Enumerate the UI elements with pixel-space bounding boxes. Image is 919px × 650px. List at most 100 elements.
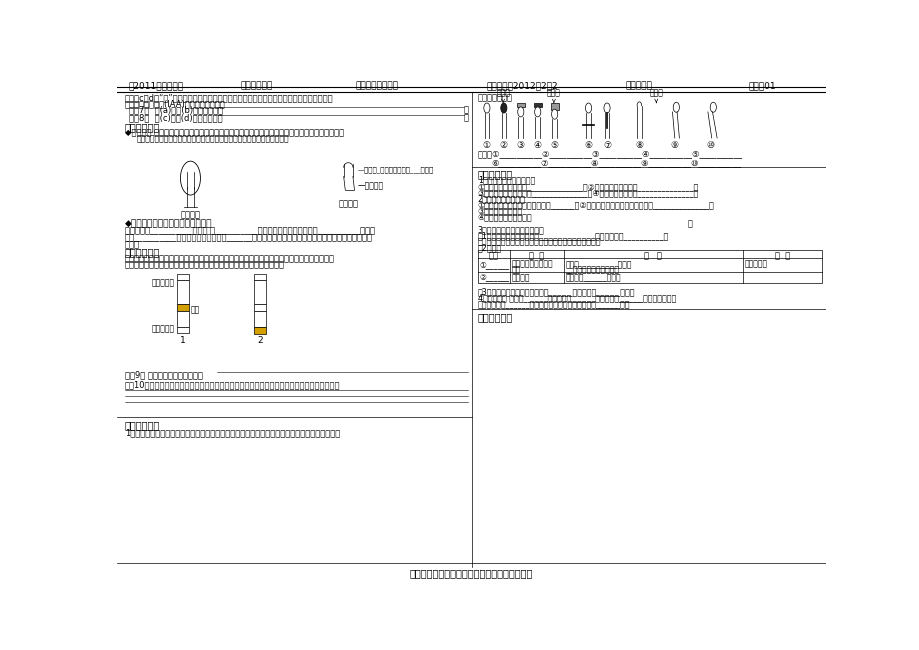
Text: ⑨: ⑨ bbox=[670, 141, 678, 150]
Text: 编号：01: 编号：01 bbox=[748, 81, 776, 90]
Bar bbox=[254, 311, 266, 328]
Text: 问题9、 以上实验设计是否严密？: 问题9、 以上实验设计是否严密？ bbox=[125, 370, 203, 380]
Text: 1、胚芽鞘的几个关键部位: 1、胚芽鞘的几个关键部位 bbox=[477, 176, 534, 185]
Text: 。: 。 bbox=[463, 113, 469, 122]
Text: ②: ② bbox=[499, 141, 507, 150]
Text: 特   点: 特 点 bbox=[643, 252, 662, 260]
Text: 芽鞘__________一侧的生长素含量多于______一侧，因而引起两侧的生长不均匀，从而造成向光弯曲: 芽鞘__________一侧的生长素含量多于______一侧，因而引起两侧的生长… bbox=[125, 233, 372, 242]
Text: 【学习小结】: 【学习小结】 bbox=[477, 170, 513, 179]
Ellipse shape bbox=[584, 103, 591, 113]
Text: 方式: 方式 bbox=[488, 252, 498, 260]
Text: 【相关链接】: 【相关链接】 bbox=[125, 248, 160, 257]
Text: ②______: ②______ bbox=[479, 274, 509, 283]
Text: ③发生横向运输的部位是______________。④发生弯曲的部位是______________。: ③发生横向运输的部位是______________。④发生弯曲的部位是_____… bbox=[477, 188, 698, 197]
Text: （2）运输: （2）运输 bbox=[477, 244, 501, 253]
Text: 结果：①__________②__________③__________④__________⑤__________: 结果：①__________②__________③__________④___… bbox=[477, 149, 742, 158]
Text: ⑦: ⑦ bbox=[602, 141, 610, 150]
Text: ◆实际应用：解释向光性产生的原因: ◆实际应用：解释向光性产生的原因 bbox=[125, 219, 212, 228]
Text: ①感受光刺激的部位是______________。②产生生长素的部位是______________。: ①感受光刺激的部位是______________。②产生生长素的部位是_____… bbox=[477, 182, 698, 191]
Bar bbox=[254, 304, 266, 311]
Text: —尖端以下: —尖端以下 bbox=[357, 181, 383, 190]
Bar bbox=[533, 103, 541, 107]
Text: 部  位: 部 位 bbox=[528, 252, 544, 260]
Text: 生长。: 生长。 bbox=[125, 240, 140, 250]
Text: 3、生长素的产生、运输和分布: 3、生长素的产生、运输和分布 bbox=[477, 225, 544, 234]
Text: 形态学上端: 形态学上端 bbox=[152, 278, 175, 287]
Text: 云母片: 云母片 bbox=[649, 88, 663, 103]
Ellipse shape bbox=[500, 103, 506, 113]
Ellipse shape bbox=[603, 103, 609, 113]
Ellipse shape bbox=[673, 102, 678, 112]
Text: 注：成熟的叶片和根尖虽然也产生生长素，但是数量很少。: 注：成熟的叶片和根尖虽然也产生生长素，但是数量很少。 bbox=[477, 237, 600, 246]
Text: ⑧: ⑧ bbox=[635, 141, 642, 150]
Text: 可以通过______动输。: 可以通过______动输。 bbox=[565, 274, 620, 283]
Text: 2: 2 bbox=[256, 336, 262, 345]
Ellipse shape bbox=[483, 103, 490, 113]
Text: 插活草: 插活草 bbox=[495, 88, 509, 103]
Bar bbox=[176, 274, 188, 280]
Text: 【学后反思】: 【学后反思】 bbox=[477, 312, 513, 322]
Text: 问题7、  图(a)和图(b)说明了什么？: 问题7、 图(a)和图(b)说明了什么？ bbox=[129, 106, 222, 114]
Text: 左侧光照: 左侧光照 bbox=[338, 200, 357, 209]
Text: 材料四、在胚芽鞘中生长素只能从形态学上端运输到形态学下端，而不能反过来运输，也就是单: 材料四、在胚芽鞘中生长素只能从形态学上端运输到形态学下端，而不能反过来运输，也就… bbox=[125, 254, 335, 263]
Bar bbox=[550, 103, 558, 110]
Text: 1、下列情况下一段时间后胚芽鞘的生长情况（都是左侧单侧光照射；生长素可透过琼脂块而不能: 1、下列情况下一段时间后胚芽鞘的生长情况（都是左侧单侧光照射；生长素可透过琼脂块… bbox=[125, 428, 340, 437]
Text: 2、植物向光性的原因: 2、植物向光性的原因 bbox=[477, 194, 525, 203]
Text: 【自我诊断】: 【自我诊断】 bbox=[125, 421, 160, 431]
Text: ①生长素的产生与光有没有关系？______。②生长素的分布与光有没有关系？______________。: ①生长素的产生与光有没有关系？______。②生长素的分布与光有没有关系？___… bbox=[477, 200, 714, 209]
Bar bbox=[477, 250, 821, 283]
Bar bbox=[176, 311, 188, 328]
Text: 使用日期：: 使用日期： bbox=[625, 81, 652, 90]
Text: 块收集到的生长素(IAA)的量）。请回答：: 块收集到的生长素(IAA)的量）。请回答： bbox=[125, 99, 225, 109]
Text: 运输方式：: 运输方式： bbox=[744, 260, 767, 268]
Text: （1）产生：主要合成部位是______________；合成原料：__________，: （1）产生：主要合成部位是______________；合成原料：_______… bbox=[477, 231, 668, 240]
Text: 【深化思维】: 【深化思维】 bbox=[125, 122, 160, 132]
Text: （图中c、d用“一”表示生长素不能透过的薄玻璃片将胚芽鞘分割；琼脂下方的数字表示琼脂: （图中c、d用“一”表示生长素不能透过的薄玻璃片将胚芽鞘分割；琼脂下方的数字表示… bbox=[125, 94, 334, 103]
Text: 结果: 结果 bbox=[190, 305, 199, 314]
Bar bbox=[254, 274, 266, 280]
Text: 方向运输，称为极性运输。有人设计了如下实验证明生长素的极性运输：: 方向运输，称为极性运输。有人设计了如下实验证明生长素的极性运输： bbox=[125, 261, 285, 270]
Text: ⑤: ⑤ bbox=[550, 141, 558, 150]
Ellipse shape bbox=[709, 102, 716, 112]
Text: __，而不能反过来运输。: __，而不能反过来运输。 bbox=[565, 265, 618, 274]
Text: 1: 1 bbox=[180, 336, 186, 345]
Text: 问题10、如果要验证生长素确实为极性运输，应该对上述方案如何改进？（画图或者文字说明）: 问题10、如果要验证生长素确实为极性运输，应该对上述方案如何改进？（画图或者文字… bbox=[125, 381, 340, 389]
Text: 。: 。 bbox=[477, 219, 692, 228]
Text: （3）分布：生长素的分布集中在______的部分，如______等处。: （3）分布：生长素的分布集中在______的部分，如______等处。 bbox=[477, 287, 634, 296]
Text: 4、植物激素 由植物______产生，使从______部位运送到______部位，对植物的: 4、植物激素 由植物______产生，使从______部位运送到______部位… bbox=[477, 294, 675, 303]
Text: 形态学下端: 形态学下端 bbox=[152, 324, 175, 333]
Text: ③: ③ bbox=[516, 141, 524, 150]
Ellipse shape bbox=[517, 107, 523, 117]
Text: ⑥__________⑦__________⑧__________⑨__________⑩__________: ⑥__________⑦__________⑧__________⑨______… bbox=[491, 158, 741, 167]
Bar bbox=[176, 304, 188, 311]
Text: 琼脂块: 琼脂块 bbox=[547, 88, 561, 103]
Text: ⑩: ⑩ bbox=[706, 141, 713, 150]
Bar bbox=[254, 328, 266, 333]
Text: 新年新气象，新年新进步，新年新收获！加油！: 新年新气象，新年新进步，新年新收获！加油！ bbox=[409, 567, 533, 578]
Text: ①______: ①______ bbox=[479, 260, 509, 268]
Text: ④植物向光性产生的原因: ④植物向光性产生的原因 bbox=[477, 213, 532, 222]
Text: ◆动手巩固 试绘图分析在均匀光照、单侧光照条件下造成胚芽鞘不同生长状况的生长素相关情况。: ◆动手巩固 试绘图分析在均匀光照、单侧光照条件下造成胚芽鞘不同生长状况的生长素相… bbox=[125, 128, 344, 137]
Text: 透过云母片）。: 透过云母片）。 bbox=[477, 94, 512, 103]
Text: 编写：董孝严: 编写：董孝严 bbox=[240, 81, 272, 90]
Text: ③植物向光性的条件: ③植物向光性的条件 bbox=[477, 207, 522, 216]
Text: ①: ① bbox=[482, 141, 491, 150]
Text: 审核：高一生物组: 审核：高一生物组 bbox=[356, 81, 399, 90]
Text: 高2011级生物学案: 高2011级生物学案 bbox=[129, 81, 184, 90]
Text: 备  注: 备 注 bbox=[774, 252, 789, 260]
Text: 有显著影响的______，植物激素除了生长素外，还有______等。: 有显著影响的______，植物激素除了生长素外，还有______等。 bbox=[477, 300, 630, 309]
Ellipse shape bbox=[180, 161, 200, 195]
Text: 成熟组织: 成熟组织 bbox=[511, 274, 529, 283]
Bar bbox=[254, 280, 266, 304]
Text: 。: 。 bbox=[463, 106, 469, 114]
Text: ④: ④ bbox=[533, 141, 541, 150]
Text: 编写日期：2012．2．2: 编写日期：2012．2．2 bbox=[486, 81, 558, 90]
Text: 均匀光照: 均匀光照 bbox=[180, 211, 200, 220]
Ellipse shape bbox=[534, 107, 540, 117]
Bar bbox=[516, 103, 524, 107]
Bar bbox=[176, 280, 188, 304]
Text: ⑥: ⑥ bbox=[584, 141, 592, 150]
Text: （用黑点的多少来代表生长素的量的不同、用箭头代表生长素的运输方向）: （用黑点的多少来代表生长素的量的不同、用箭头代表生长素的运输方向） bbox=[136, 134, 289, 143]
Text: 问题8、  图(c)和图(d)说明了什么？: 问题8、 图(c)和图(d)说明了什么？ bbox=[129, 113, 222, 122]
Text: 幼根: 幼根 bbox=[511, 265, 520, 274]
